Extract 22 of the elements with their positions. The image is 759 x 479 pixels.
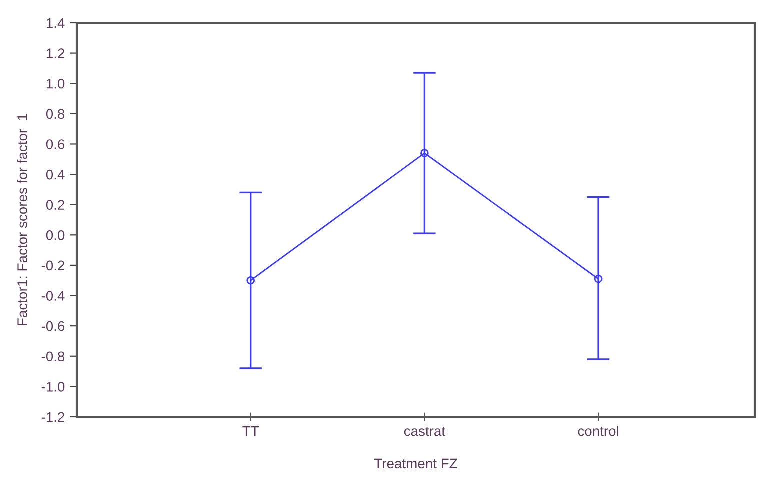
y-tick-label: -0.6 <box>42 321 65 332</box>
y-tick-label: -1.0 <box>42 382 65 392</box>
y-tick-label: 0.6 <box>46 140 65 150</box>
x-axis-title: Treatment FZ <box>374 458 458 469</box>
x-tick-label: TT <box>242 426 260 436</box>
point <box>246 276 256 285</box>
y-tick-label: -1.2 <box>42 412 64 422</box>
y-tick-label: 0.8 <box>46 109 65 120</box>
y-tick-label: -0.4 <box>42 291 65 301</box>
y-tick-label: -0.2 <box>42 260 64 271</box>
x-tick-label: castrat <box>404 427 446 436</box>
y-axis-title: Factor1: Factor scores for factor 1 <box>17 114 28 326</box>
y-tick-label: 0.0 <box>46 230 65 240</box>
y-tick-label: 0.2 <box>46 200 64 210</box>
x-tick-label: control <box>578 426 618 436</box>
y-tick-label: 1.2 <box>46 48 64 58</box>
y-tick-label: 0.4 <box>46 170 65 180</box>
y-tick-label: 1.0 <box>46 78 65 89</box>
point <box>594 274 603 284</box>
y-tick-label: -0.8 <box>42 352 65 362</box>
y-tick-label: 1.4 <box>46 18 65 28</box>
point <box>420 149 429 158</box>
